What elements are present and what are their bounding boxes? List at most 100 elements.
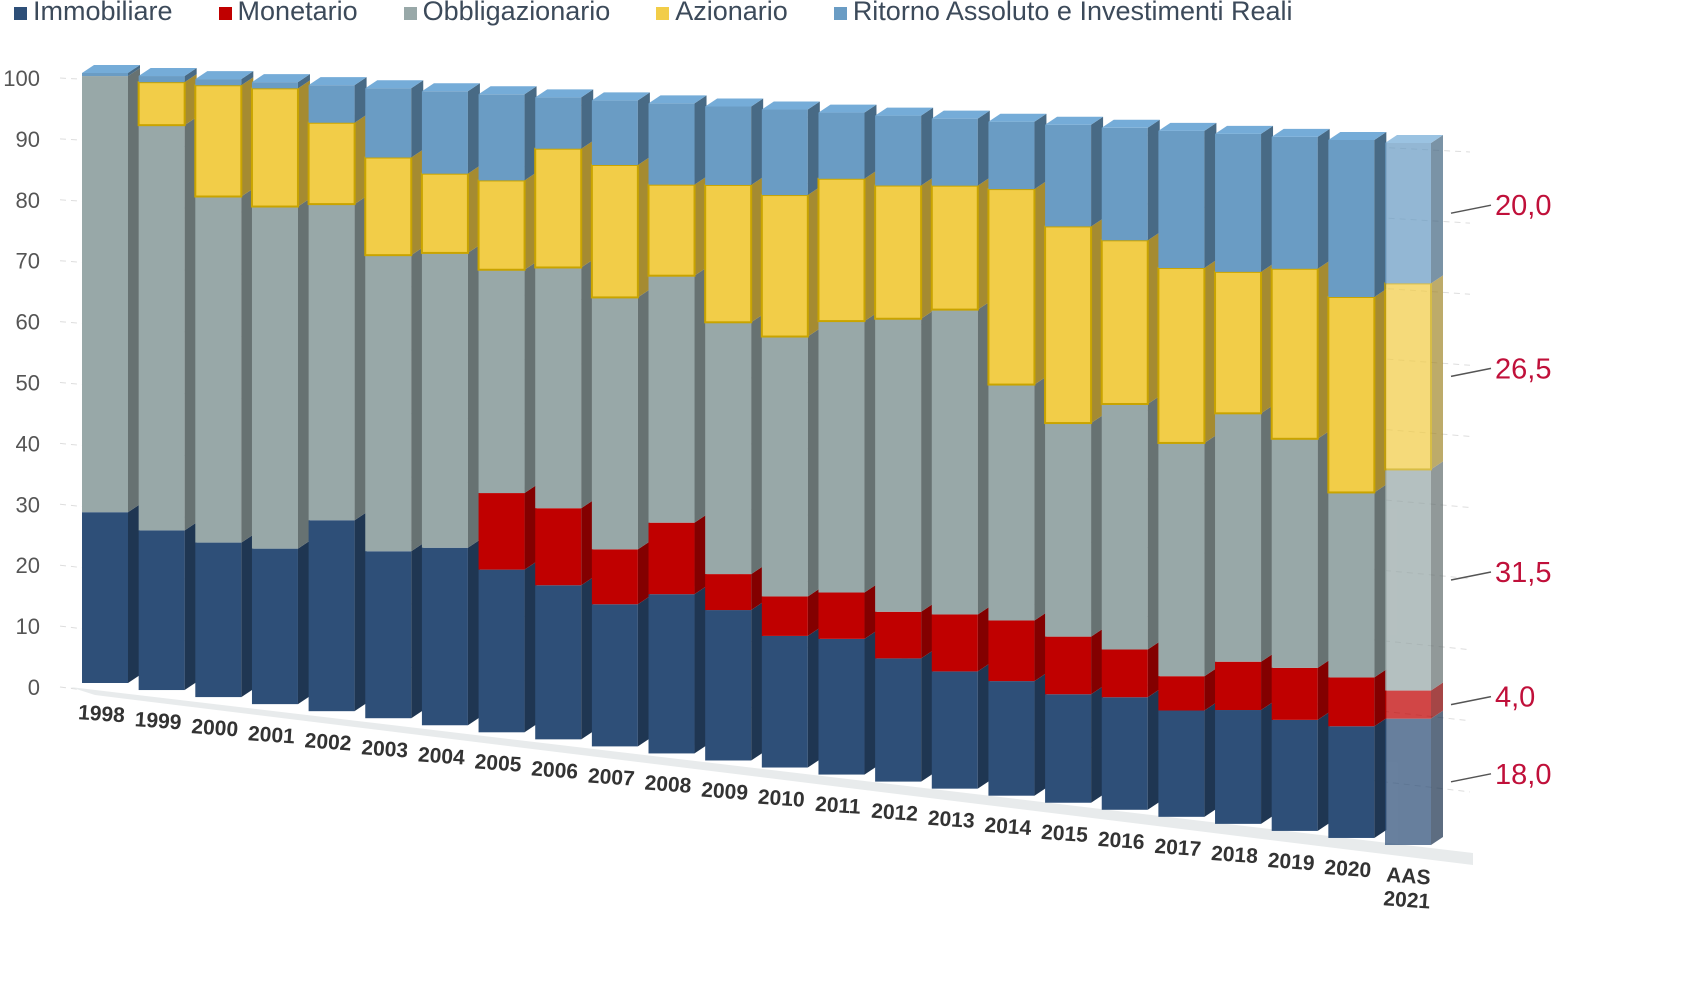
bar-segment-immobiliare (535, 585, 582, 740)
bar-segment-top (421, 83, 480, 92)
bar-segment-top (251, 74, 310, 83)
annotation-leader (1450, 571, 1492, 581)
bar-2011 (817, 104, 877, 775)
legend-swatch (833, 7, 847, 20)
x-tick-label: 2005 (474, 750, 523, 776)
bar-segment-side (1431, 710, 1443, 845)
bar-segment-top (818, 104, 877, 113)
bar-segment-azionario (251, 88, 298, 207)
bar-segment-side (184, 68, 197, 83)
x-tick-label: 2009 (701, 779, 749, 805)
annotation-leader (1450, 204, 1492, 214)
bar-segment-side (524, 172, 537, 270)
bar-segment-immobiliare (478, 569, 525, 733)
bar-segment-top (1158, 122, 1217, 131)
bar-segment-immobiliare (421, 547, 468, 726)
bar-segment-ritorno (535, 97, 582, 149)
bar-segment-side (524, 86, 537, 181)
bar-segment-side (1034, 673, 1047, 796)
y-tick-label: 50 (16, 371, 40, 396)
bar-segment-monetario (1158, 676, 1205, 711)
bar-segment-side (1261, 702, 1274, 824)
bar-segment-side (1374, 289, 1387, 493)
bar-segment-side (977, 177, 990, 310)
bar-segment-ritorno (365, 88, 412, 158)
bar-segment-side (807, 627, 820, 768)
bar-segment-side (524, 485, 537, 570)
bar-segment-immobiliare (1328, 726, 1375, 838)
bar-2001 (250, 74, 310, 705)
bar-segment-side (354, 196, 367, 521)
annotation-value: 4,0 (1495, 682, 1535, 714)
bar-segment-monetario (535, 508, 582, 586)
bar-segment-monetario (648, 522, 695, 595)
legend-label: Ritorno Assoluto e Investimenti Reali (852, 0, 1293, 26)
bar-2009 (704, 98, 764, 761)
bar-segment-top (591, 92, 650, 101)
bar-segment-immobiliare (988, 681, 1035, 796)
bar-segment-monetario (1045, 636, 1092, 695)
bar-segment-side (977, 110, 990, 186)
bar-segment-obbligazionario (535, 267, 582, 509)
bar-segment-side (921, 177, 934, 319)
bar-segment-side (581, 577, 594, 740)
bar-segment-obbligazionario (478, 269, 525, 494)
bar-segment-side (807, 101, 820, 196)
bar-segment-ritorno (308, 85, 355, 123)
bar-segment-immobiliare (1158, 710, 1205, 817)
bar-segment-ritorno (1215, 133, 1262, 272)
bar-segment-ritorno (82, 73, 128, 77)
bar-segment-side (297, 80, 310, 207)
bar-segment-ritorno (138, 76, 185, 83)
bar-segment-monetario (988, 620, 1035, 682)
bar-2012 (874, 107, 934, 782)
bar-segment-ritorno (421, 91, 468, 174)
bar-2004 (420, 83, 480, 726)
bar-2005 (477, 86, 537, 733)
bar-segment-side (128, 68, 140, 513)
bar-segment-obbligazionario (308, 204, 355, 521)
bar-segment-monetario (1271, 667, 1318, 720)
bar-2017 (1157, 122, 1217, 817)
bar-segment-azionario (931, 185, 978, 310)
bar-segment-top (705, 98, 764, 107)
bar-segment-obbligazionario (82, 76, 128, 513)
bar-segment-immobiliare (1045, 694, 1092, 803)
bar-segment-azionario (818, 178, 865, 322)
bar-segment-immobiliare (931, 671, 978, 789)
x-tick-label: 2015 (1040, 821, 1089, 847)
bar-segment-ritorno (818, 112, 865, 179)
bar-1998 (82, 65, 140, 683)
bar-aas-2021 (1384, 135, 1443, 845)
bar-segment-side (524, 561, 537, 733)
bar-segment-ritorno (1101, 127, 1148, 241)
bar-segment-immobiliare (1215, 710, 1262, 824)
bar-segment-side (864, 313, 877, 593)
bar-segment-immobiliare (195, 542, 242, 698)
bar-segment-immobiliare (82, 512, 128, 683)
bar-segment-side (1204, 668, 1217, 711)
bar-segment-azionario (478, 180, 525, 270)
bar-segment-side (1317, 128, 1330, 269)
bar-segment-side (694, 176, 707, 276)
bar-segment-immobiliare (818, 638, 865, 775)
bar-segment-side (1374, 484, 1387, 678)
bar-segment-immobiliare (761, 635, 808, 768)
bar-segment-obbligazionario (988, 384, 1035, 621)
x-tick-label: AAS (1386, 863, 1432, 889)
bar-segment-top (82, 65, 140, 73)
y-tick-label: 60 (16, 310, 40, 335)
bar-segment-side (184, 522, 197, 691)
bar-segment-obbligazionario (1101, 403, 1148, 650)
bar-segment-side (921, 310, 934, 612)
bar-segment-azionario (705, 184, 752, 323)
bar-segment-outline (1157, 267, 1206, 444)
legend-item: Azionario (656, 0, 788, 27)
bar-segment-azionario (1271, 268, 1318, 439)
bar-segment-obbligazionario (1045, 423, 1092, 637)
bar-segment-obbligazionario (705, 322, 752, 575)
bar-segment-ritorno (1158, 130, 1205, 269)
bar-segment-monetario (705, 574, 752, 611)
legend-label: Azionario (675, 0, 788, 26)
bar-segment-ritorno (1328, 139, 1375, 298)
